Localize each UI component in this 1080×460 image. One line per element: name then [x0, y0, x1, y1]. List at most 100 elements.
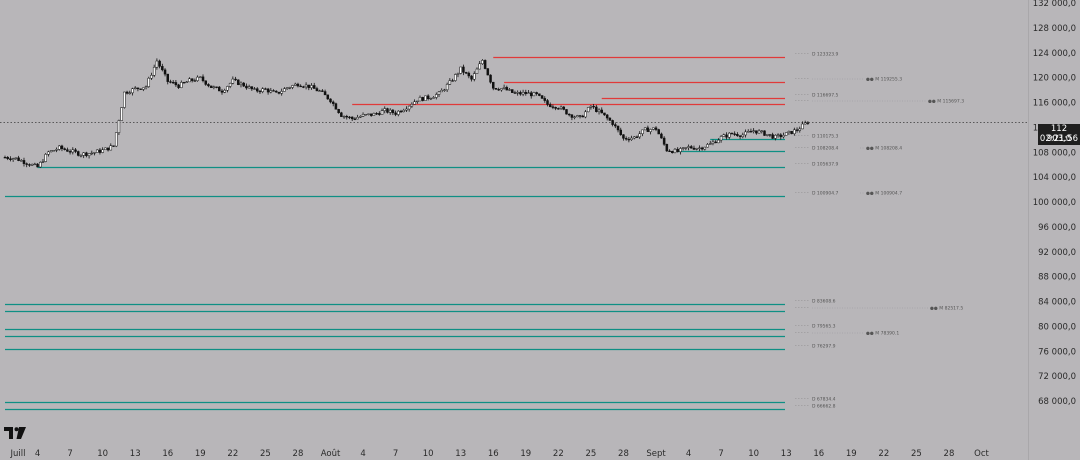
candle-body: [383, 108, 386, 111]
candle-body: [174, 82, 178, 86]
candle-body: [20, 160, 23, 162]
candle-body: [489, 74, 492, 83]
candle-body: [326, 94, 330, 100]
candle-body: [163, 69, 167, 75]
candle-body: [161, 66, 164, 71]
candle-body: [660, 133, 663, 139]
candle-body: [47, 151, 50, 155]
candle-body: [643, 127, 647, 131]
level-label: D 123323.9: [812, 52, 839, 58]
x-tick-label: 25: [585, 449, 596, 459]
candle-body: [228, 83, 232, 87]
candle-body: [529, 92, 533, 97]
candle-body: [185, 81, 188, 83]
candle-body: [679, 148, 682, 153]
candle-body: [367, 113, 370, 115]
candle-body: [272, 90, 275, 92]
candle-body: [757, 130, 761, 134]
candle-body: [513, 92, 517, 94]
candle-body: [798, 128, 802, 131]
candle-body: [158, 60, 161, 67]
x-tick-label: Juill: [10, 449, 26, 459]
candle-body: [784, 132, 788, 136]
candle-body: [231, 78, 235, 84]
candle-body: [63, 148, 66, 150]
candle-body: [454, 74, 457, 81]
candle-body: [752, 130, 755, 132]
y-tick-label: 96 000,0: [1038, 223, 1076, 233]
candle-body: [627, 138, 631, 141]
candle-body: [416, 100, 419, 103]
candle-body: [52, 150, 56, 152]
candle-body: [144, 86, 148, 89]
candle-body: [554, 106, 557, 109]
candle-body: [226, 86, 229, 91]
candle-body: [421, 97, 424, 101]
candle-body: [738, 135, 742, 137]
candle-body: [378, 113, 381, 115]
candle-body: [380, 110, 384, 115]
x-tick-label: 19: [195, 449, 206, 459]
candle-body: [684, 147, 688, 149]
candle-body: [795, 129, 799, 131]
candle-body: [405, 108, 408, 111]
candle-body: [424, 95, 427, 101]
candle-body: [432, 97, 435, 99]
candle-body: [114, 132, 118, 147]
candle-body: [581, 115, 585, 118]
y-tick-label: 76 000,0: [1038, 347, 1076, 357]
candle-body: [44, 154, 47, 162]
candle-body: [17, 157, 20, 161]
candle-body: [565, 109, 568, 115]
candle-body: [462, 66, 465, 73]
level-label: D 100904.7: [812, 191, 839, 197]
candle-body: [250, 86, 254, 90]
x-tick-label: 16: [162, 449, 173, 459]
candle-body: [538, 93, 541, 96]
candle-body: [771, 134, 774, 139]
candle-body: [559, 106, 563, 109]
candle-body: [166, 73, 169, 82]
candle-body: [435, 94, 438, 98]
tradingview-logo[interactable]: [4, 427, 26, 439]
x-tick-label: 4: [360, 449, 365, 459]
candle-body: [318, 90, 321, 92]
candle-body: [776, 134, 780, 136]
candle-body: [237, 79, 240, 85]
x-tick-label: 13: [781, 449, 792, 459]
candle-body: [478, 63, 481, 70]
candle-body: [90, 152, 94, 155]
candle-body: [123, 91, 126, 108]
candle-body: [578, 115, 582, 117]
candle-body: [359, 116, 362, 118]
candle-body: [611, 120, 614, 125]
candle-body: [209, 85, 213, 88]
candle-body: [673, 148, 677, 154]
candle-body: [649, 129, 652, 132]
candle-body: [706, 144, 709, 148]
x-tick-label: 13: [130, 449, 141, 459]
candle-body: [133, 87, 137, 89]
candle-body: [247, 86, 251, 89]
candle-body: [524, 91, 528, 94]
candle-body: [215, 86, 218, 88]
candle-body: [681, 147, 685, 149]
candle-body: [256, 88, 259, 92]
candle-body: [719, 136, 723, 141]
candle-body: [709, 143, 712, 145]
candle-body: [451, 80, 454, 82]
candle-body: [600, 109, 603, 114]
candle-body: [356, 117, 359, 120]
candle-body: [9, 158, 12, 160]
x-tick-label: 16: [813, 449, 824, 459]
candle-body: [608, 117, 612, 121]
candle-body: [104, 147, 107, 150]
candle-body: [345, 116, 349, 118]
candle-body: [768, 134, 772, 136]
y-tick-label: 104 000,0: [1033, 173, 1076, 183]
candle-body: [717, 139, 720, 144]
x-tick-label: 25: [911, 449, 922, 459]
candle-body: [497, 89, 500, 91]
